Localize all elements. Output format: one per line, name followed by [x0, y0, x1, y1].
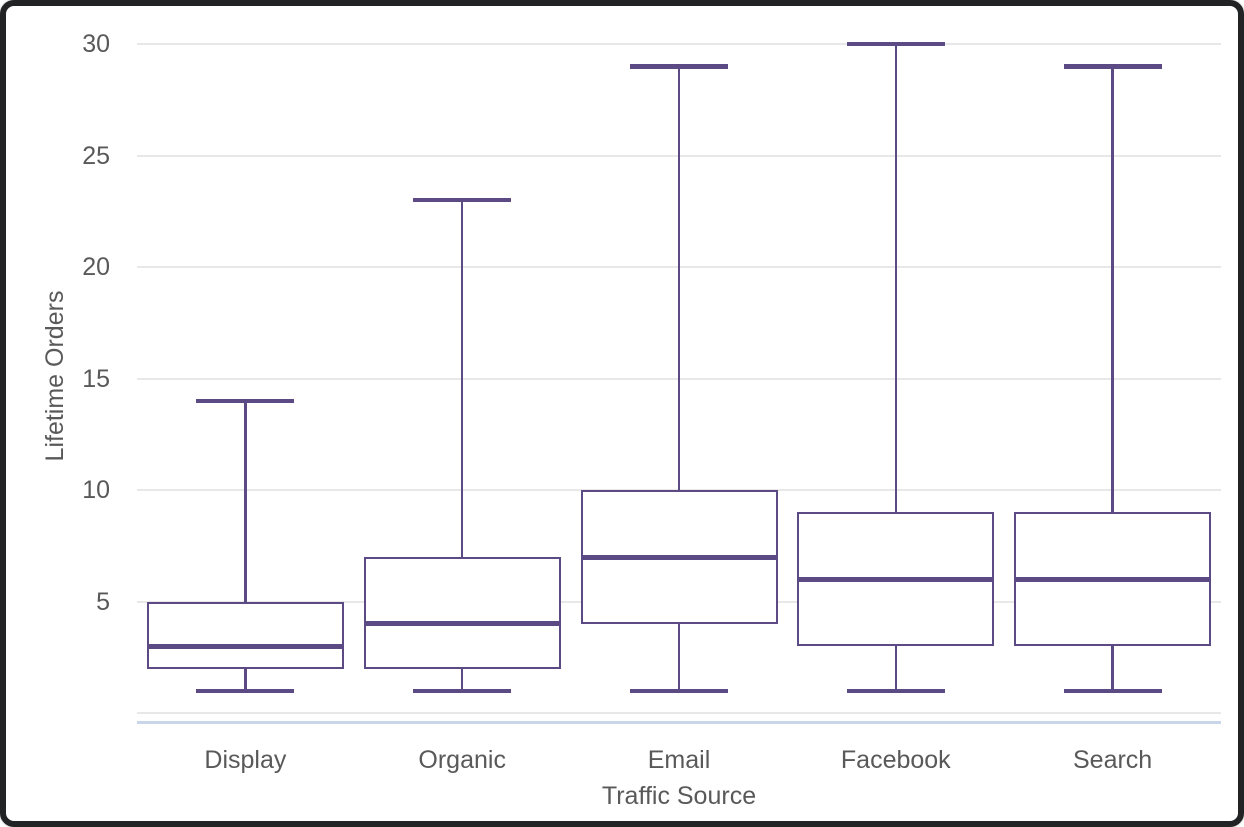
median-line [363, 621, 561, 627]
whisker-upper-stem [677, 66, 681, 491]
gridline-y-25 [137, 154, 1221, 157]
box-display[interactable] [137, 20, 1221, 723]
x-tick-label-search: Search [1072, 746, 1153, 774]
whisker-lower-stem [677, 623, 681, 691]
iqr-box [1014, 512, 1212, 647]
iqr-box [363, 557, 561, 669]
iqr-box [797, 512, 995, 647]
gridline-y-5 [137, 600, 1221, 603]
y-axis-title: Lifetime Orders [41, 290, 69, 462]
gridline-y-0 [137, 712, 1221, 715]
gridline-y-20 [137, 266, 1221, 269]
x-tick-label-facebook: Facebook [840, 746, 951, 774]
whisker-upper-cap [196, 398, 295, 404]
x-tick-label-organic: Organic [418, 746, 506, 774]
whisker-lower-cap [1063, 688, 1162, 694]
whisker-lower-cap [196, 688, 295, 694]
median-line [146, 643, 344, 649]
whisker-upper-stem [244, 400, 247, 602]
y-tick-label-20: 20 [82, 253, 110, 282]
whisker-upper-stem [894, 44, 898, 513]
y-tick-label-30: 30 [82, 30, 110, 59]
box-search[interactable] [137, 20, 1221, 723]
y-tick-label-5: 5 [96, 587, 110, 616]
y-tick-label-10: 10 [82, 476, 110, 505]
plot-area [137, 20, 1221, 723]
whisker-lower-cap [846, 688, 945, 694]
median-line [580, 554, 778, 560]
box-email[interactable] [137, 20, 1221, 723]
iqr-box [146, 601, 344, 669]
iqr-box [580, 490, 778, 624]
gridline-y-10 [137, 489, 1221, 492]
y-tick-label-25: 25 [82, 141, 110, 170]
gridline-y-30 [137, 43, 1221, 46]
whisker-lower-stem [1111, 646, 1114, 691]
whisker-lower-stem [244, 668, 247, 691]
y-tick-label-15: 15 [82, 364, 110, 393]
whisker-lower-cap [413, 688, 512, 694]
whisker-upper-cap [1063, 64, 1162, 69]
box-facebook[interactable] [137, 20, 1221, 723]
whisker-lower-stem [460, 668, 464, 691]
whisker-lower-cap [630, 688, 728, 694]
whisker-lower-stem [894, 646, 898, 691]
x-tick-label-email: Email [647, 746, 711, 774]
gridline-y-15 [137, 377, 1221, 380]
whisker-upper-cap [413, 197, 512, 203]
whisker-upper-cap [630, 64, 728, 69]
median-line [1014, 576, 1212, 582]
x-axis-line [137, 721, 1221, 724]
median-line [797, 576, 995, 582]
box-organic[interactable] [137, 20, 1221, 723]
x-axis-title: Traffic Source [601, 782, 757, 810]
whisker-upper-stem [1111, 66, 1114, 513]
x-tick-label-display: Display [204, 746, 287, 774]
boxplot-chart: 5 10 15 20 25 30 Display Organic Email Facebook S… [6, 6, 1238, 821]
